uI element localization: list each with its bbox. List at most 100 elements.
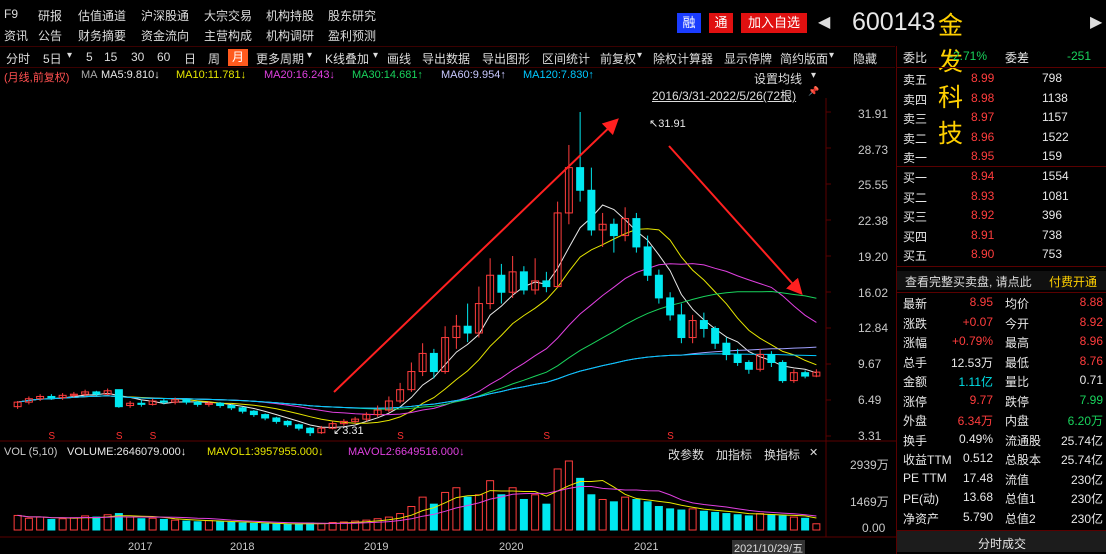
menu-announce[interactable]: 公告 xyxy=(38,29,63,43)
menu-f9[interactable]: F9 xyxy=(4,7,19,21)
stat-value: 230亿 xyxy=(1070,511,1103,526)
close-icon[interactable]: ✕ xyxy=(809,447,819,459)
stat-label: 跌停 xyxy=(1005,394,1030,409)
tab-15min[interactable]: 15 xyxy=(104,50,118,64)
kline-overlay-button[interactable]: K线叠加 xyxy=(325,52,370,66)
stat-value: 8.92 xyxy=(1079,314,1103,329)
stat-row: 涨幅 +0.79% 最高 8.96 xyxy=(897,332,1106,351)
bid-price[interactable]: 8.91 xyxy=(971,227,995,242)
pin-icon[interactable]: 📌 xyxy=(808,86,820,96)
quote-panel: 委比 -2.71% 委差 -251 卖五 8.99 798 卖四 8.98 1138… xyxy=(896,46,1106,554)
x-tick-year: 2018 xyxy=(230,541,255,553)
change-params-button[interactable]: 改参数 xyxy=(668,448,705,462)
adjust-forward-button[interactable]: 前复权 xyxy=(600,52,637,66)
volume-bar xyxy=(373,518,382,531)
bid-row: 买三 8.92 396 xyxy=(897,206,1106,225)
chevron-down-icon[interactable]: ▾ xyxy=(829,50,835,61)
more-periods-button[interactable]: 更多周期 xyxy=(256,52,305,66)
tab-day[interactable]: 日 xyxy=(184,52,197,66)
volume-bar xyxy=(216,521,225,531)
chevron-down-icon[interactable]: ▾ xyxy=(307,50,313,61)
next-stock-icon[interactable]: ▶ xyxy=(1090,14,1103,31)
chevron-down-icon[interactable]: ▾ xyxy=(811,70,817,81)
ask-price[interactable]: 8.97 xyxy=(971,110,995,124)
chevron-down-icon[interactable]: ▾ xyxy=(637,50,643,61)
volume-bar xyxy=(396,513,405,531)
volume-bar xyxy=(587,494,596,531)
tab-intraday[interactable]: 分时 xyxy=(6,52,31,66)
volume-bar xyxy=(654,506,663,531)
candle-body xyxy=(711,327,720,344)
rong-tag-button[interactable]: 融 xyxy=(677,13,701,33)
ask-price[interactable]: 8.99 xyxy=(971,71,995,85)
menu-block-trade[interactable]: 大宗交易 xyxy=(204,9,253,23)
export-image-button[interactable]: 导出图形 xyxy=(482,52,531,66)
menu-inst-holding[interactable]: 机构持股 xyxy=(266,9,315,23)
tab-ticks[interactable]: 分时成交 xyxy=(977,537,1026,551)
bid-price[interactable]: 8.93 xyxy=(971,188,995,203)
menu-fund-flow[interactable]: 资金流向 xyxy=(141,29,190,43)
candle-body xyxy=(576,167,585,191)
candle-body xyxy=(47,395,56,399)
menu-hsconnect[interactable]: 沪深股通 xyxy=(141,9,190,23)
add-favorite-button[interactable]: 加入自选 xyxy=(741,13,807,33)
add-indicator-button[interactable]: 加指标 xyxy=(716,448,753,462)
ex-right-calculator-button[interactable]: 除权计算器 xyxy=(653,52,714,66)
stat-label: 涨跌 xyxy=(903,316,928,331)
candle-body xyxy=(778,361,787,382)
menu-valuation[interactable]: 估值通道 xyxy=(78,9,127,23)
full-depth-row[interactable]: 查看完整买卖盘, 请点此 付费开通 xyxy=(897,271,1106,290)
tab-month[interactable]: 月 xyxy=(228,49,249,66)
ask-price[interactable]: 8.96 xyxy=(971,129,995,144)
tab-30min[interactable]: 30 xyxy=(131,50,145,64)
show-suspension-button[interactable]: 显示停牌 xyxy=(724,52,773,66)
menu-news[interactable]: 资讯 xyxy=(4,29,29,43)
bid-price[interactable]: 8.92 xyxy=(971,208,995,222)
ma-settings-button[interactable]: 设置均线 xyxy=(754,72,803,86)
ticks-tab[interactable]: 分时成交 xyxy=(897,530,1106,552)
bid-volume: 753 xyxy=(1042,247,1063,261)
stat-label: 总值2 xyxy=(1005,511,1036,526)
stat-row: 净资产 5.790 总值2 230亿 xyxy=(897,508,1106,527)
draw-line-button[interactable]: 画线 xyxy=(387,52,412,66)
candle-body xyxy=(531,280,540,291)
stat-value: 8.76 xyxy=(1079,353,1103,368)
volume-bar xyxy=(519,498,528,531)
bid-price[interactable]: 8.94 xyxy=(971,169,995,183)
ask-price[interactable]: 8.98 xyxy=(971,90,995,105)
range-stats-button[interactable]: 区间统计 xyxy=(542,52,591,66)
tab-60min[interactable]: 60 xyxy=(157,50,171,64)
candle-body xyxy=(351,418,360,422)
menu-finance[interactable]: 财务摘要 xyxy=(78,29,127,43)
ask-price[interactable]: 8.95 xyxy=(971,149,995,163)
menu-forecast[interactable]: 盈利预测 xyxy=(328,29,377,43)
chevron-down-icon[interactable]: ▾ xyxy=(373,50,379,61)
menu-holder-research[interactable]: 股东研究 xyxy=(328,9,377,23)
switch-indicator-button[interactable]: 换指标 xyxy=(764,448,801,462)
tab-5day[interactable]: 5日 xyxy=(43,52,62,66)
menu-inst-survey[interactable]: 机构调研 xyxy=(266,29,315,43)
candle-body xyxy=(666,297,675,316)
bid-label: 买三 xyxy=(903,210,928,224)
volume-bar xyxy=(576,477,585,531)
export-data-button[interactable]: 导出数据 xyxy=(422,52,471,66)
candle-body xyxy=(216,402,225,407)
stat-value: 25.74亿 xyxy=(1060,433,1103,448)
hide-button[interactable]: 隐藏 xyxy=(853,52,878,66)
tab-5min[interactable]: 5 xyxy=(86,50,93,64)
volume-bar xyxy=(249,522,258,531)
stat-label: 总股本 xyxy=(1005,453,1042,467)
y-tick: 22.38 xyxy=(858,214,889,228)
bid-price[interactable]: 8.90 xyxy=(971,247,995,261)
menu-research[interactable]: 研报 xyxy=(38,9,63,23)
menu-business[interactable]: 主营构成 xyxy=(204,29,253,43)
prev-stock-icon[interactable]: ◀ xyxy=(818,14,831,31)
tong-tag-button[interactable]: 通 xyxy=(709,13,733,33)
tab-week[interactable]: 周 xyxy=(208,52,221,66)
chevron-down-icon[interactable]: ▾ xyxy=(67,50,73,61)
candle-body xyxy=(159,400,168,403)
simple-layout-button[interactable]: 简约版面 xyxy=(780,52,829,66)
candle-body xyxy=(227,405,236,409)
full-depth-link[interactable]: 付费开通 xyxy=(1049,275,1098,289)
